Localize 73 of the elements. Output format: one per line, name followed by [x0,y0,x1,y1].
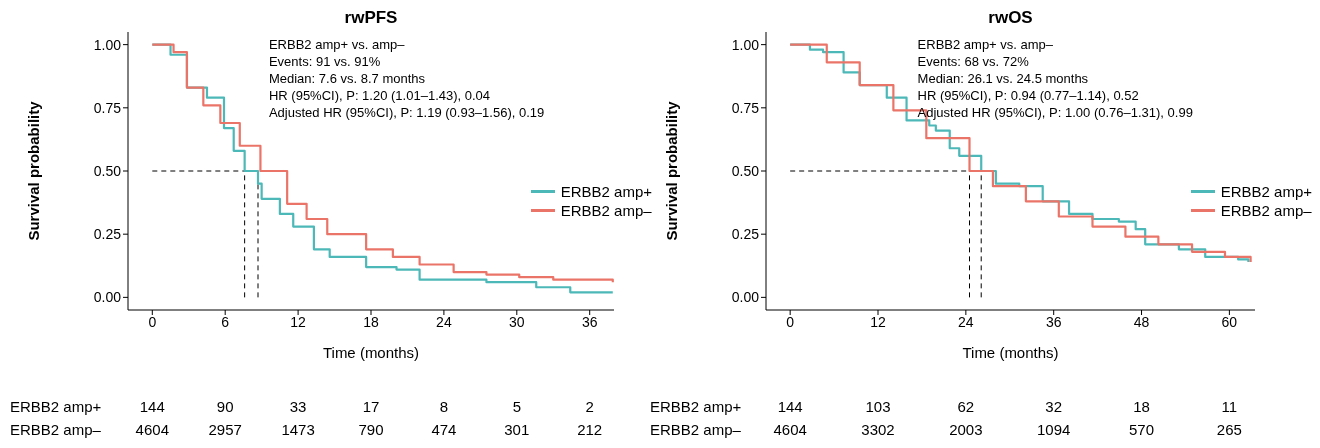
annotation: ERBB2 amp+ vs. amp– [268,36,406,53]
y-tick-label: 1.00 [93,36,122,53]
text: 11 [1220,398,1239,415]
annotation: Events: 68 vs. 72% [917,53,1030,70]
text: 212 [576,421,604,438]
y-tick-label: 1.00 [731,36,760,53]
text: 4604 [134,421,170,438]
x-tick-label: 48 [1133,313,1150,330]
annotation: Adjusted HR (95%CI), P: 1.19 (0.93–1.56), 0.19 [268,104,545,121]
text: 2003 [948,421,984,438]
text: 2957 [207,421,243,438]
x-tick-label: 0 [148,313,157,330]
chart-title: rwOS [987,8,1034,28]
y-tick-label: 0.50 [93,162,122,179]
legend-label: ERBB2 amp– [560,201,652,220]
y-tick-label: 0.25 [731,226,760,243]
x-tick-label: 12 [290,313,307,330]
y-tick-label: 0.00 [731,289,760,306]
annotation: Adjusted HR (95%CI), P: 1.00 (0.76–1.31), 0.99 [917,104,1193,121]
x-axis-title: Time (months) [322,344,420,361]
text: 90 [215,398,235,415]
x-tick-label: 30 [509,313,525,330]
text: 1094 [1036,421,1072,438]
x-tick-label: 36 [1045,313,1062,330]
text: 474 [430,421,458,438]
x-tick-label: 24 [958,313,974,330]
text: ERBB2 amp+ [650,398,742,415]
legend-label: ERBB2 amp+ [1220,182,1312,201]
text: 5 [511,398,522,415]
x-axis-title: Time (months) [962,344,1059,361]
y-tick-label: 0.75 [93,99,122,116]
text: 2 [584,398,595,415]
legend-label: ERBB2 amp– [1220,201,1312,220]
y-tick-label: 0.75 [731,99,760,116]
text: 17 [361,398,381,415]
text: ERBB2 amp– [10,421,101,438]
annotation: Median: 26.1 vs. 24.5 months [917,70,1090,87]
text: ERBB2 amp– [650,421,741,438]
x-tick-label: 24 [436,313,452,330]
chart-title: rwPFS [343,8,399,28]
text: 790 [357,421,385,438]
x-tick-label: 60 [1221,313,1238,330]
text: 265 [1215,421,1243,438]
x-tick-label: 0 [786,313,795,330]
text: 3302 [860,421,896,438]
text: 8 [438,398,450,415]
annotation: ERBB2 amp+ vs. amp– [917,36,1055,53]
annotation: HR (95%CI), P: 0.94 (0.77–1.14), 0.52 [917,87,1140,104]
text: 4604 [772,421,808,438]
text: ERBB2 amp+ [10,398,102,415]
text: 33 [288,398,308,415]
text: 32 [1044,398,1064,415]
legend-label: ERBB2 amp+ [560,182,652,201]
text: 144 [138,398,166,415]
y-axis-title: Survival probability [25,100,43,241]
text: 62 [956,398,976,415]
text: 103 [864,398,892,415]
y-tick-label: 0.50 [731,162,760,179]
y-tick-label: 0.00 [93,289,122,306]
annotation: HR (95%CI), P: 1.20 (1.01–1.43), 0.04 [268,87,492,104]
x-tick-label: 6 [221,313,230,330]
text: 144 [776,398,804,415]
text: 1473 [280,421,316,438]
x-tick-label: 36 [581,313,598,330]
annotation: Events: 91 vs. 91% [268,53,382,70]
text: 570 [1128,421,1156,438]
x-tick-label: 18 [363,313,379,330]
text: 18 [1132,398,1151,415]
y-axis-title: Survival probability [663,100,681,241]
text: 301 [503,421,531,438]
y-tick-label: 0.25 [93,226,122,243]
x-tick-label: 12 [870,313,886,330]
annotation: Median: 7.6 vs. 8.7 months [268,70,427,87]
